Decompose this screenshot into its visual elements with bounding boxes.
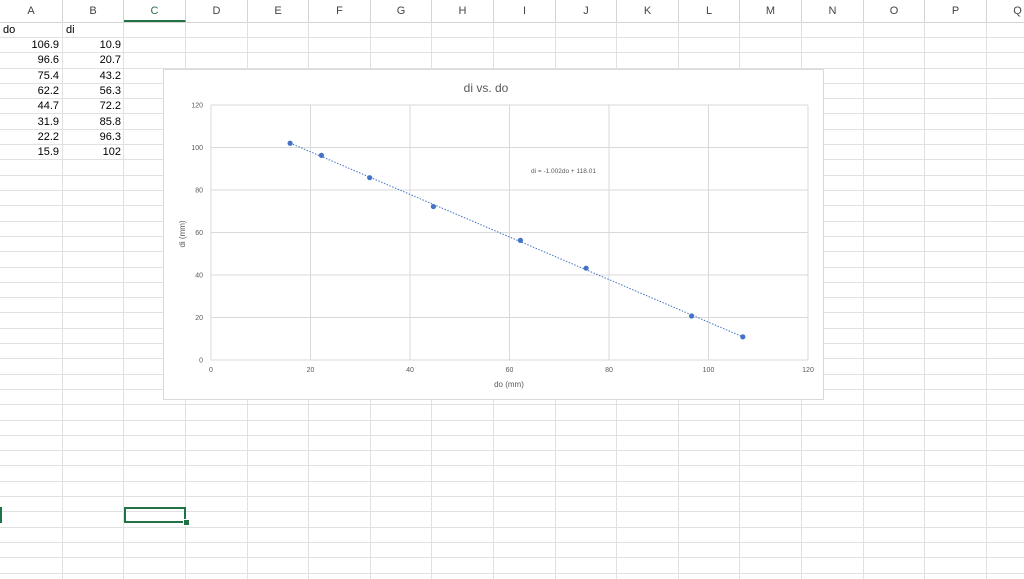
column-gridline	[62, 22, 63, 579]
column-gridline	[123, 22, 124, 579]
row-gridline	[0, 404, 1024, 405]
data-point[interactable]	[688, 313, 695, 319]
column-header-q[interactable]: Q	[987, 0, 1024, 22]
y-tick-label: 100	[191, 145, 203, 152]
active-cell-c33[interactable]	[124, 507, 186, 523]
y-axis-title[interactable]: di (mm)	[178, 220, 187, 247]
row-gridline	[0, 37, 1024, 38]
x-tick-label: 60	[506, 367, 514, 374]
x-axis-title[interactable]: do (mm)	[494, 380, 524, 389]
column-header-h[interactable]: H	[432, 0, 494, 22]
fill-handle[interactable]	[183, 519, 190, 526]
cell-b8[interactable]: 96.3	[99, 131, 121, 143]
row-gridline	[0, 465, 1024, 466]
y-tick-label: 0	[199, 358, 203, 365]
x-tick-label: 100	[703, 367, 715, 374]
cell-a3[interactable]: 96.6	[37, 54, 59, 66]
data-point[interactable]	[367, 175, 373, 181]
column-header-g[interactable]: G	[371, 0, 432, 22]
row-gridline	[0, 52, 1024, 53]
data-point[interactable]	[287, 140, 293, 146]
active-row-marker	[0, 507, 2, 523]
data-point[interactable]	[583, 265, 589, 271]
row-gridline	[0, 527, 1024, 528]
cell-a9[interactable]: 15.9	[37, 146, 59, 158]
x-tick-label: 80	[605, 367, 613, 374]
y-tick-label: 40	[195, 273, 203, 280]
column-gridline	[863, 22, 864, 579]
cell-b7[interactable]: 85.8	[99, 116, 121, 128]
row-gridline	[0, 557, 1024, 558]
cell-b4[interactable]: 43.2	[99, 70, 121, 82]
column-header-i[interactable]: I	[494, 0, 556, 22]
data-point[interactable]	[318, 152, 325, 158]
column-header-k[interactable]: K	[617, 0, 679, 22]
y-tick-label: 20	[195, 315, 203, 322]
column-header-e[interactable]: E	[248, 0, 309, 22]
data-point[interactable]	[517, 237, 524, 243]
row-gridline	[0, 573, 1024, 574]
cell-b1[interactable]: di	[66, 24, 75, 36]
row-gridline	[0, 496, 1024, 497]
x-tick-label: 0	[209, 367, 213, 374]
column-header-a[interactable]: A	[0, 0, 63, 22]
column-header-j[interactable]: J	[556, 0, 617, 22]
cell-a8[interactable]: 22.2	[37, 131, 59, 143]
column-gridline	[986, 22, 987, 579]
cell-a4[interactable]: 75.4	[37, 70, 59, 82]
column-header-bar	[0, 0, 1024, 23]
cell-b9[interactable]: 102	[102, 146, 121, 158]
cell-b2[interactable]: 10.9	[99, 39, 121, 51]
cell-b6[interactable]: 72.2	[99, 100, 121, 112]
column-header-d[interactable]: D	[186, 0, 248, 22]
data-points	[287, 140, 746, 340]
column-gridline	[924, 22, 925, 579]
y-tick-label: 120	[191, 103, 203, 110]
row-gridline	[0, 435, 1024, 436]
x-tick-label: 40	[406, 367, 414, 374]
cell-a1[interactable]: do	[3, 24, 16, 36]
row-gridline	[0, 450, 1024, 451]
column-header-m[interactable]: M	[740, 0, 802, 22]
row-gridline	[0, 68, 1024, 69]
x-tick-label: 20	[307, 367, 315, 374]
row-gridline	[0, 511, 1024, 512]
column-header-n[interactable]: N	[802, 0, 864, 22]
cell-a6[interactable]: 44.7	[37, 100, 59, 112]
cell-a7[interactable]: 31.9	[37, 116, 59, 128]
x-tick-label: 120	[802, 367, 814, 374]
column-header-o[interactable]: O	[864, 0, 925, 22]
column-header-c[interactable]: C	[124, 0, 186, 22]
row-gridline	[0, 542, 1024, 543]
cell-b3[interactable]: 20.7	[99, 54, 121, 66]
cell-b5[interactable]: 56.3	[99, 85, 121, 97]
cell-a2[interactable]: 106.9	[31, 39, 59, 51]
chart-title[interactable]: di vs. do	[464, 81, 509, 95]
row-gridline	[0, 420, 1024, 421]
y-tick-label: 80	[195, 188, 203, 195]
trendline[interactable]	[289, 142, 744, 338]
column-header-f[interactable]: F	[309, 0, 371, 22]
chart-tick-labels: 0 20 40 60 80 100 120 0 20 40 60 80 100 120	[191, 103, 814, 375]
chart-gridlines	[210, 104, 809, 361]
row-gridline	[0, 481, 1024, 482]
scatter-chart[interactable]: di vs. do 0 20 40 60 80 100 120 0 20 40 60 80 100 120…	[163, 69, 824, 400]
column-header-p[interactable]: P	[925, 0, 987, 22]
y-tick-label: 60	[195, 230, 203, 237]
column-header-l[interactable]: L	[679, 0, 740, 22]
cell-a5[interactable]: 62.2	[37, 85, 59, 97]
chart-canvas: di vs. do 0 20 40 60 80 100 120 0 20 40 60 80 100 120…	[178, 81, 814, 389]
column-header-b[interactable]: B	[63, 0, 124, 22]
data-point[interactable]	[740, 334, 746, 340]
data-point[interactable]	[430, 203, 436, 210]
trendline-equation[interactable]: di = -1.002do + 118.01	[531, 168, 596, 175]
